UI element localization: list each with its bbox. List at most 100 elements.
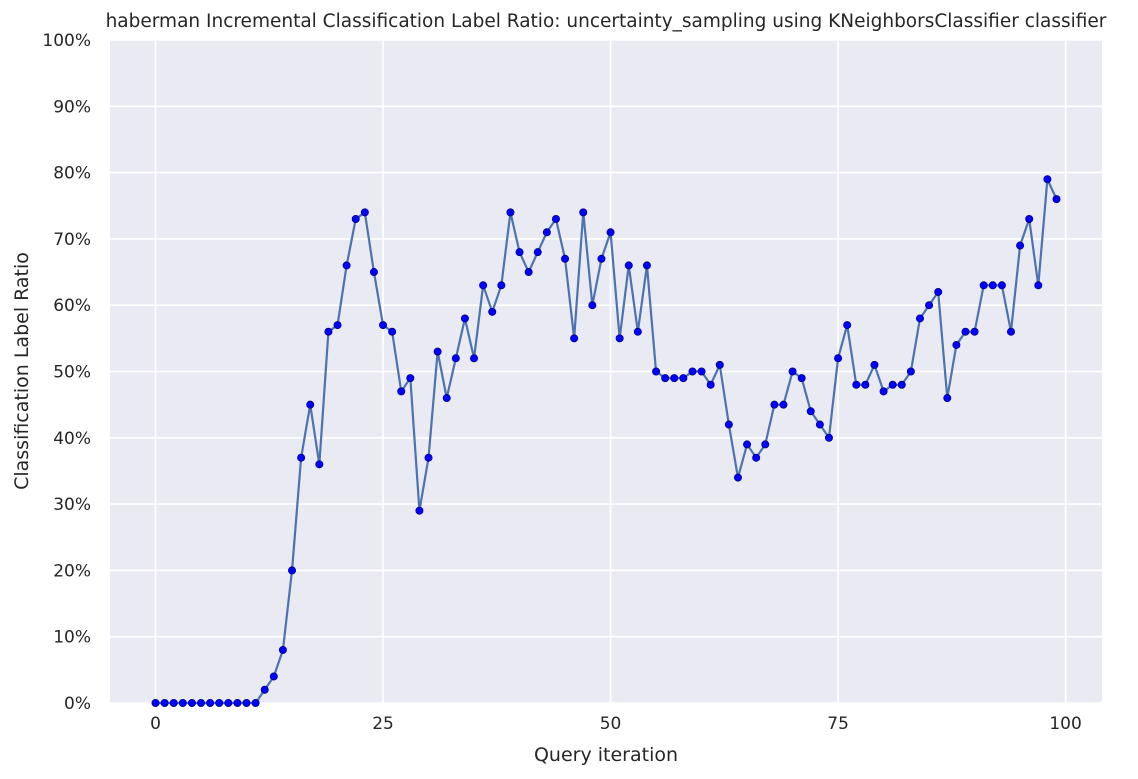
data-point — [834, 354, 843, 363]
data-point — [824, 433, 833, 442]
data-point — [697, 367, 706, 376]
data-point — [706, 380, 715, 389]
y-tick-labels: 0% 10% 20% 30% 40% 50% 60% 70% 80% 90% 100% — [42, 31, 91, 714]
data-point — [852, 380, 861, 389]
data-point — [215, 699, 224, 708]
data-point — [642, 261, 651, 270]
data-point — [788, 367, 797, 376]
data-point — [497, 281, 506, 290]
data-point — [460, 314, 469, 323]
data-point — [242, 699, 251, 708]
data-point — [342, 261, 351, 270]
data-point — [424, 453, 433, 462]
data-point — [870, 360, 879, 369]
data-point — [278, 645, 287, 654]
data-point — [160, 699, 169, 708]
data-point — [406, 374, 415, 383]
data-point — [561, 254, 570, 263]
data-point — [397, 387, 406, 396]
data-point — [815, 420, 824, 429]
data-point — [551, 215, 560, 224]
data-point — [369, 268, 378, 277]
data-point — [779, 400, 788, 409]
data-point — [1052, 195, 1061, 204]
data-point — [970, 327, 979, 336]
data-point — [733, 473, 742, 482]
x-tick-label: 100 — [1049, 714, 1081, 734]
data-point — [1006, 327, 1015, 336]
data-point — [479, 281, 488, 290]
data-point — [533, 248, 542, 257]
data-point — [961, 327, 970, 336]
data-point — [269, 672, 278, 681]
data-point — [633, 327, 642, 336]
data-point — [206, 699, 215, 708]
data-point — [997, 281, 1006, 290]
data-point — [897, 380, 906, 389]
data-point — [315, 460, 324, 469]
data-point — [624, 261, 633, 270]
data-point — [879, 387, 888, 396]
data-point — [606, 228, 615, 237]
data-point — [943, 394, 952, 403]
data-point — [579, 208, 588, 217]
data-point — [888, 380, 897, 389]
data-point — [915, 314, 924, 323]
chart-title: haberman Incremental Classification Labe… — [106, 11, 1107, 32]
data-point — [451, 354, 460, 363]
x-tick-label: 50 — [600, 714, 622, 734]
data-point — [306, 400, 315, 409]
grid — [110, 39, 1102, 704]
data-point — [470, 354, 479, 363]
x-tick-labels: 0 25 50 75 100 — [150, 714, 1082, 734]
data-point — [260, 685, 269, 694]
data-point — [724, 420, 733, 429]
data-point — [797, 374, 806, 383]
data-point — [251, 699, 260, 708]
data-point — [925, 301, 934, 310]
data-point — [688, 367, 697, 376]
data-point — [988, 281, 997, 290]
data-point — [761, 440, 770, 449]
data-point — [861, 380, 870, 389]
data-point — [433, 347, 442, 356]
y-tick-label: 60% — [53, 296, 91, 316]
data-point — [324, 327, 333, 336]
data-point — [351, 215, 360, 224]
data-point — [1025, 215, 1034, 224]
data-point — [588, 301, 597, 310]
data-point — [360, 208, 369, 217]
y-tick-label: 0% — [64, 694, 91, 714]
series-line — [155, 178, 1058, 705]
data-point — [197, 699, 206, 708]
data-point — [806, 407, 815, 416]
y-axis-label: Classification Label Ratio — [11, 252, 33, 490]
data-point — [979, 281, 988, 290]
y-tick-label: 40% — [53, 429, 91, 449]
data-points — [151, 175, 1061, 708]
data-point — [506, 208, 515, 217]
data-point — [379, 321, 388, 330]
y-tick-label: 70% — [53, 230, 91, 250]
data-point — [570, 334, 579, 343]
y-tick-label: 80% — [53, 164, 91, 184]
data-point — [515, 248, 524, 257]
data-point — [1016, 241, 1025, 250]
data-point — [442, 394, 451, 403]
data-point — [542, 228, 551, 237]
data-point — [934, 287, 943, 296]
data-point — [151, 699, 160, 708]
data-point — [843, 321, 852, 330]
data-point — [415, 506, 424, 515]
data-point — [1043, 175, 1052, 184]
data-point — [297, 453, 306, 462]
data-point — [488, 307, 497, 316]
data-point — [652, 367, 661, 376]
data-point — [661, 374, 670, 383]
data-point — [743, 440, 752, 449]
y-tick-label: 100% — [42, 31, 91, 51]
y-tick-label: 90% — [53, 97, 91, 117]
data-point — [752, 453, 761, 462]
data-point — [169, 699, 178, 708]
